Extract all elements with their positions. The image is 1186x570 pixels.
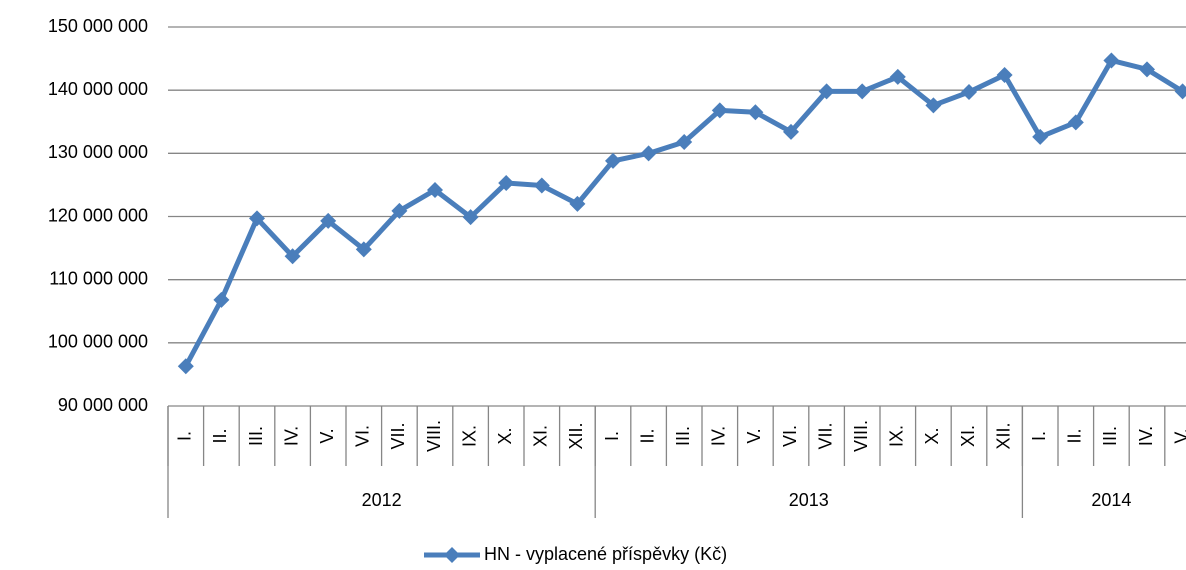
x-tick-label: X.: [495, 427, 515, 444]
point-marker: [498, 175, 515, 192]
y-tick-label: 110 000 000: [49, 268, 148, 288]
point-marker: [177, 358, 194, 375]
x-tick-label: II.: [210, 428, 230, 443]
point-marker: [1174, 83, 1186, 100]
point-marker: [1103, 52, 1120, 69]
y-tick-label: 90 000 000: [58, 395, 148, 415]
point-marker: [249, 210, 265, 227]
x-group-label: 2013: [789, 490, 829, 510]
x-tick-label: V.: [1171, 428, 1186, 443]
point-marker: [605, 152, 621, 169]
y-tick-label: 120 000 000: [48, 205, 148, 225]
x-tick-label: II.: [1065, 428, 1085, 443]
point-marker: [640, 145, 657, 162]
point-marker: [747, 104, 764, 121]
x-tick-label: VI.: [353, 425, 373, 447]
point-marker: [462, 209, 479, 226]
x-tick-label: II.: [637, 428, 657, 443]
point-marker: [355, 241, 372, 258]
point-marker: [427, 181, 443, 198]
series-line: [183, 57, 1184, 368]
point-marker: [391, 202, 408, 219]
point-marker: [925, 97, 942, 114]
point-marker: [783, 123, 799, 140]
point-marker: [1032, 128, 1049, 145]
point-marker: [961, 84, 977, 101]
x-tick-label: IV.: [1136, 426, 1156, 446]
point-marker: [889, 68, 906, 85]
point-marker: [676, 133, 693, 150]
x-group-label: 2014: [1091, 490, 1131, 510]
point-marker: [996, 67, 1013, 84]
point-marker: [711, 102, 728, 119]
x-tick-label: XII.: [993, 422, 1013, 449]
point-marker: [320, 212, 337, 229]
x-tick-label: IX.: [459, 425, 479, 447]
x-group-label: 2012: [362, 490, 402, 510]
x-tick-label: IX.: [887, 425, 907, 447]
legend-label: HN - vyplacené příspěvky (Kč): [484, 544, 727, 564]
point-marker: [213, 291, 230, 308]
x-tick-label: III.: [673, 426, 693, 446]
x-tick-label: III.: [246, 426, 266, 446]
point-marker: [818, 83, 835, 100]
x-tick-label: I.: [1029, 431, 1049, 441]
x-tick-label: VII.: [815, 422, 835, 449]
point-marker: [1067, 114, 1084, 131]
x-tick-label: I.: [175, 431, 195, 441]
x-tick-label: V.: [317, 428, 337, 443]
point-marker: [854, 83, 871, 100]
x-tick-label: VIII.: [851, 420, 871, 452]
x-tick-label: X.: [922, 427, 942, 444]
point-marker: [533, 177, 550, 194]
y-tick-label: 140 000 000: [48, 79, 148, 99]
x-tick-label: VI.: [780, 425, 800, 447]
x-tick-label: XI.: [531, 425, 551, 447]
y-tick-label: 100 000 000: [48, 332, 148, 352]
x-tick-label: XI.: [958, 425, 978, 447]
x-tick-label: XII.: [566, 422, 586, 449]
x-tick-label: V.: [744, 428, 764, 443]
point-marker: [569, 195, 586, 212]
x-tick-label: IV.: [709, 426, 729, 446]
y-tick-label: 150 000 000: [48, 16, 148, 36]
x-tick-label: III.: [1100, 426, 1120, 446]
point-marker: [284, 248, 301, 265]
x-tick-label: VII.: [388, 422, 408, 449]
x-tick-label: IV.: [281, 426, 301, 446]
x-tick-label: I.: [602, 431, 622, 441]
legend-marker: [444, 547, 460, 563]
point-marker: [1139, 61, 1155, 78]
x-tick-label: VIII.: [424, 420, 444, 452]
y-tick-label: 130 000 000: [48, 142, 148, 162]
